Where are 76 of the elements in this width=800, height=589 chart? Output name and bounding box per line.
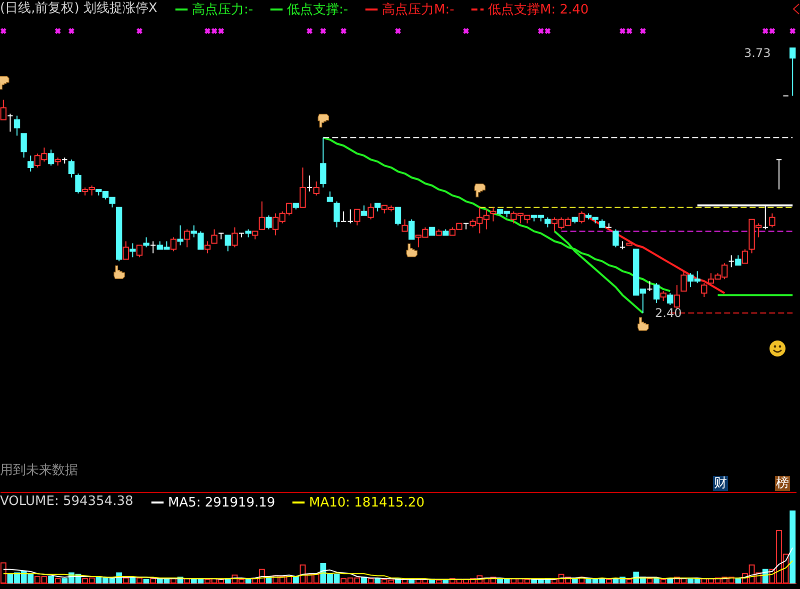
- bar: [130, 576, 136, 584]
- candlestick: [408, 218, 415, 240]
- annotation: 2.40: [655, 306, 682, 321]
- bar: [143, 578, 150, 584]
- candlestick: [368, 202, 374, 220]
- candlestick: [394, 206, 402, 226]
- candlestick: [462, 222, 470, 230]
- candlestick: [7, 113, 14, 132]
- bar: [735, 578, 742, 584]
- legend-label: MA10: 181415.20: [309, 496, 424, 510]
- candlestick: [143, 236, 150, 248]
- candlestick: [300, 167, 306, 208]
- candlestick: [122, 240, 129, 260]
- candlestick: [674, 284, 680, 310]
- candlestick: [769, 212, 776, 228]
- candlestick: [150, 240, 156, 254]
- candlestick: [490, 206, 496, 222]
- candlestick: [313, 180, 320, 196]
- legend-label: 低点支撑:-: [287, 2, 348, 18]
- candlestick: [224, 234, 231, 252]
- text: 用到未来数据: [0, 463, 78, 478]
- candlestick: [20, 133, 27, 158]
- legend-label: 高点压力M:-: [382, 2, 455, 18]
- annotation: 3.73: [744, 46, 771, 61]
- candlestick: [790, 48, 796, 96]
- candlestick: [340, 210, 347, 222]
- candlestick: [360, 204, 368, 216]
- bar: [442, 580, 449, 584]
- candlestick: [136, 244, 143, 258]
- text: 财: [713, 476, 728, 491]
- candlestick: [170, 236, 177, 252]
- bar: [790, 510, 796, 584]
- candlestick: [326, 190, 334, 202]
- candlestick: [75, 173, 82, 194]
- candlestick: [334, 200, 340, 228]
- candlestick: [211, 228, 218, 244]
- candlestick: [578, 210, 585, 224]
- candlestick: [728, 254, 734, 268]
- bar: [245, 578, 252, 584]
- candlestick: [347, 208, 354, 224]
- candlestick: [177, 224, 184, 246]
- legend-label: 低点支撑M: 2.40: [488, 2, 589, 18]
- candlestick: [68, 159, 75, 178]
- candlestick: [28, 155, 34, 172]
- candlestick: [544, 216, 551, 228]
- candlestick: [232, 226, 238, 248]
- chart-title: (日线,前复权) 划线捉涨停X: [0, 1, 158, 16]
- candlestick: [306, 175, 313, 192]
- candlestick: [653, 282, 660, 304]
- candlestick: [667, 292, 674, 306]
- candlestick: [680, 270, 687, 292]
- candlestick: [612, 228, 619, 248]
- candlestick: [204, 240, 211, 254]
- bar: [293, 576, 299, 584]
- candlestick: [735, 254, 742, 266]
- candlestick: [218, 232, 224, 240]
- candlestick: [354, 208, 360, 226]
- candlestick: [402, 218, 408, 232]
- candlestick: [646, 280, 653, 292]
- candlestick: [130, 242, 136, 258]
- candlestick: [742, 248, 748, 264]
- candlestick: [258, 200, 266, 230]
- candlestick: [184, 228, 190, 248]
- text: 榜: [775, 476, 790, 491]
- candlestick: [48, 149, 54, 166]
- legend-label: MA5: 291919.19: [168, 496, 276, 510]
- candlestick: [660, 290, 666, 302]
- bar: [374, 578, 381, 584]
- chart-title: VOLUME: 594354.38: [0, 494, 134, 509]
- candlestick: [701, 282, 708, 298]
- candlestick: [14, 115, 20, 136]
- legend-label: 高点压力:-: [192, 2, 254, 18]
- candlestick: [320, 137, 326, 188]
- bar: [48, 576, 54, 584]
- candlestick: [776, 159, 782, 190]
- candlestick: [266, 214, 272, 230]
